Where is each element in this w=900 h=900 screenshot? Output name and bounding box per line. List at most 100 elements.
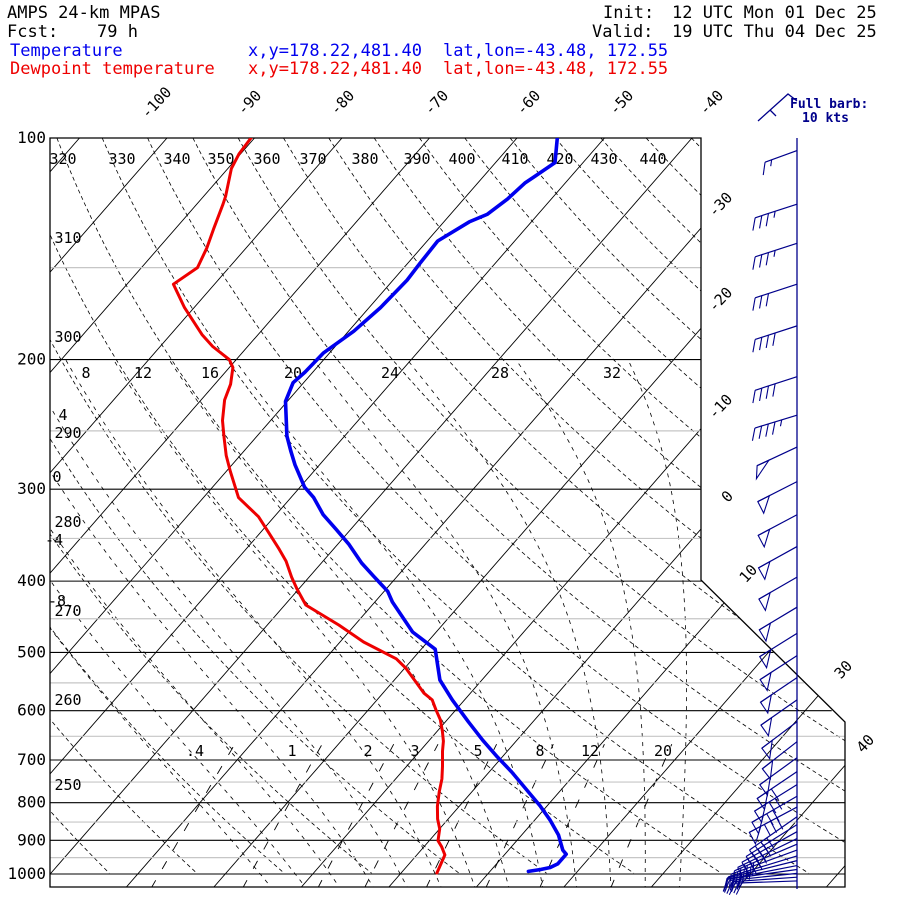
wind-barb [762,149,798,176]
grid-label: 280 [54,513,81,531]
moist-adiabat-line [515,359,646,887]
wind-barb [759,757,798,797]
grid-label: 100 [17,128,46,147]
wind-barb [728,880,798,896]
grid-label: 700 [17,750,46,769]
grid-label: 400 [448,150,475,168]
grid-label: 440 [639,150,666,168]
dewpoint-latlon: lat,lon=-43.48, 172.55 [443,59,669,79]
wind-barb [752,283,798,311]
moist-adiabat-line [168,359,510,887]
moist-adiabat-line [312,359,578,887]
grid-label: -70 [421,87,453,119]
wind-barb [752,203,798,231]
grid-label: -50 [606,87,638,119]
grid-label: 1 [287,742,296,760]
plot-outline [49,137,846,888]
moist-adiabat-line [50,359,308,887]
grid-label: 30 [831,657,856,682]
grid-label: -60 [513,87,545,119]
grid-label: 310 [54,229,81,247]
grid-label: 390 [403,150,430,168]
dry-adiabat-line [691,138,845,874]
grid-label: 40 [853,731,878,756]
grid-label: 300 [17,479,46,498]
dry-adiabat-line [56,138,722,874]
grid-label: -10 [705,391,737,423]
grid-label: 2 [363,742,372,760]
grid-label: -20 [705,284,737,316]
mixing-ratio-line [425,743,498,887]
barb-legend: Full barb: 10 kts [757,93,868,126]
isotherm-line [50,138,343,887]
isotherm-line [388,138,845,887]
grid-label: 5 [473,742,482,760]
grid-label: -80 [327,87,359,119]
dry-adiabat-line [50,138,547,874]
grid-label: 600 [17,701,46,720]
grid-label: 320 [49,150,76,168]
mixing-ratio-line [150,743,236,887]
valid-value: 19 UTC Thu 04 Dec 25 [672,22,877,42]
grid-label: 28 [491,364,509,382]
wind-barb [757,514,798,549]
temperature-xy: x,y=178.22,481.40 [248,41,422,61]
dry-adiabat-line [600,138,845,874]
grid-label: 360 [253,150,280,168]
dry-adiabat-line [50,138,372,874]
dry-adiabat-line [555,138,845,874]
grid-label: 370 [299,150,326,168]
grid-label: 430 [590,150,617,168]
wind-barb [759,677,798,715]
isotherm-line [50,138,605,887]
dry-adiabat-line [645,138,845,874]
grid-label: 500 [17,642,46,661]
grid-label: 300 [54,328,81,346]
grid-label: 12 [134,364,152,382]
grid-label: 200 [17,350,46,369]
init-label: Init: [603,3,655,23]
wind-barb [759,655,798,692]
wind-barb [753,784,798,824]
barb-legend-icon [757,93,798,122]
grid-label: 350 [207,150,234,168]
grid-label: 3 [410,742,419,760]
wind-barb [751,414,798,441]
grid-label: 0 [718,487,737,506]
dry-adiabat-line [101,138,810,874]
wind-barb [756,771,798,811]
moist-adiabat-line [50,359,342,887]
model-title: AMPS 24-km MPAS [7,3,161,23]
grid-label: 10 [736,561,761,586]
dewpoint-legend-label: Dewpoint temperature [10,59,215,79]
isotherm-line [213,138,845,887]
dry-adiabat-line [328,138,845,874]
grid-label: 8 [535,742,544,760]
moist-adiabat-line [627,359,687,887]
isotherm-line [50,138,693,887]
grid-label: 0 [52,468,61,486]
dry-adiabat-line [237,138,845,874]
temperature-latlon: lat,lon=-43.48, 172.55 [443,41,669,61]
dry-adiabat-line [50,138,460,874]
wind-barb [757,546,798,581]
grid-label: -40 [696,87,728,119]
isotherm-line [563,138,845,887]
wind-barb [758,606,798,643]
grid-label: 330 [108,150,135,168]
isotherm-line [50,138,430,887]
dewpoint-xy: x,y=178.22,481.40 [248,59,422,79]
dry-adiabat-line [283,138,845,874]
dry-adiabat-line [50,138,198,874]
grid-label: 24 [381,364,399,382]
grid-label: -4 [45,531,63,549]
barb-legend-line2: 10 kts [802,111,849,126]
grid-label: .4 [186,742,204,760]
wind-barb [758,632,798,670]
moist-adiabat-line [65,359,443,887]
isotherm-line [301,138,845,887]
isotherm-line [50,138,168,887]
mixing-ratio-line [242,743,323,887]
plot-border [49,137,846,888]
dry-adiabat-line [419,138,845,874]
